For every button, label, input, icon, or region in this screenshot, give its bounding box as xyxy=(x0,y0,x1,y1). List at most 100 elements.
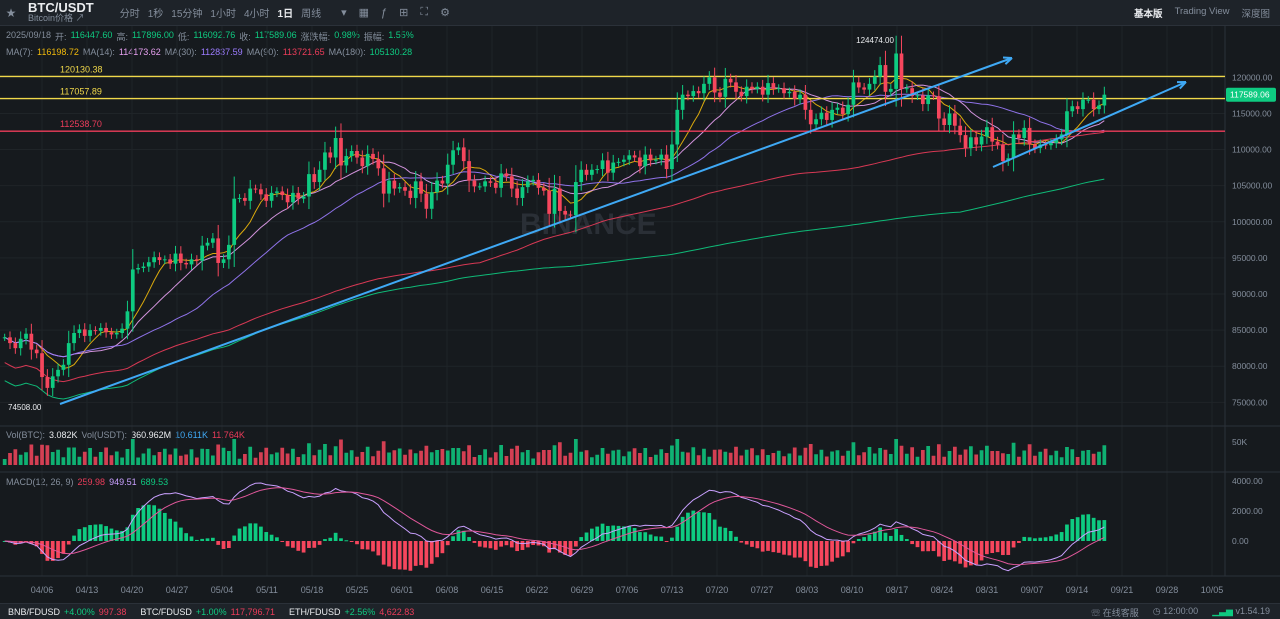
volume-bar xyxy=(237,458,242,465)
tab-view-1[interactable]: Trading View xyxy=(1174,6,1230,17)
macd-hist-bar xyxy=(1038,537,1043,541)
volume-bar xyxy=(904,453,909,465)
volume-bar xyxy=(734,446,738,465)
layout-icon[interactable]: ⊞ xyxy=(399,7,409,19)
volume-bar xyxy=(360,452,365,465)
volume-bar xyxy=(344,452,349,465)
candle-body xyxy=(381,168,386,194)
volume-bar xyxy=(1011,442,1016,465)
candle-body xyxy=(654,159,658,161)
volume-bar xyxy=(1054,450,1059,465)
star-icon[interactable]: ★ xyxy=(5,5,17,20)
candle-body xyxy=(766,83,770,95)
ticker-symbol-0[interactable]: BNB/FDUSD xyxy=(8,606,61,617)
macd-hist-bar xyxy=(141,505,146,541)
grid-icon[interactable]: ▦ xyxy=(358,7,370,19)
vol-usdt-label: Vol(USDT): xyxy=(81,430,128,440)
candle-body xyxy=(88,330,92,336)
candle-body xyxy=(792,91,797,99)
volume-bar xyxy=(856,455,861,465)
symbol-name[interactable]: BTC/USDT xyxy=(28,0,94,15)
macd-hist-bar xyxy=(88,525,92,541)
symbol-subtitle[interactable]: Bitcoin价格 ↗ xyxy=(28,12,85,23)
candle-body xyxy=(248,188,253,201)
x-tick-label: 07/13 xyxy=(661,585,684,595)
price-chart[interactable]: 04/06 04/13 04/20 04/27 05/04 05/11 05/18 05/25… xyxy=(0,26,1280,603)
volume-bar xyxy=(120,457,124,465)
volume-bar xyxy=(157,452,162,465)
volume-bar xyxy=(798,455,802,465)
tab-timeframe-0[interactable]: 分时 xyxy=(119,9,140,20)
volume-bar xyxy=(675,439,680,465)
x-tick-label: 08/24 xyxy=(931,585,954,595)
macd-hist-bar xyxy=(397,541,402,570)
ticker-symbol-1[interactable]: BTC/FDUSD xyxy=(140,606,192,617)
x-tick-label: 09/07 xyxy=(1021,585,1044,595)
candle-body xyxy=(50,376,55,388)
volume-bar xyxy=(216,444,221,465)
ticker-symbol-2[interactable]: ETH/FDUSD xyxy=(289,606,341,617)
volume-bar xyxy=(536,452,541,465)
status-online[interactable]: ☏ 在线客服 xyxy=(1091,608,1139,618)
tab-timeframe-1[interactable]: 1秒 xyxy=(147,9,164,20)
volume-bar xyxy=(707,456,712,465)
candle-body xyxy=(910,88,915,97)
macd-hist-bar xyxy=(936,541,941,557)
volume-bar xyxy=(24,452,28,465)
volume-bar xyxy=(178,455,183,465)
macd-hist-bar xyxy=(248,523,253,541)
candle-body xyxy=(227,244,231,260)
volume-bar xyxy=(808,444,813,465)
volume-bar xyxy=(387,452,391,465)
volume-bar xyxy=(477,455,482,465)
volume-bar xyxy=(162,448,167,465)
tab-view-2[interactable]: 深度图 xyxy=(1241,9,1270,20)
dropdown-icon[interactable]: ▾ xyxy=(341,7,347,19)
volume-bar xyxy=(371,456,375,465)
tab-view-0[interactable]: 基本版 xyxy=(1134,9,1163,20)
macd-hist-bar xyxy=(867,534,872,541)
candle-body xyxy=(194,259,199,261)
gear-icon[interactable]: ⚙ xyxy=(440,7,450,19)
macd-hist-bar xyxy=(472,541,477,543)
headset-icon: ☏ xyxy=(1091,608,1101,618)
candle-body xyxy=(798,94,802,99)
change-value: 0.98% xyxy=(334,30,360,40)
tab-timeframe-4[interactable]: 4小时 xyxy=(243,9,270,20)
macd-hist-bar xyxy=(525,541,530,548)
volume-bar xyxy=(194,457,199,465)
candle-body xyxy=(376,158,381,169)
volume-bar xyxy=(995,451,1000,465)
macd-hist-bar xyxy=(40,541,44,554)
candle-body xyxy=(579,169,584,183)
volume-bar xyxy=(872,453,877,465)
macd-hist-bar xyxy=(1054,534,1059,541)
macd-hist-bar xyxy=(61,541,66,554)
candle-body xyxy=(664,154,669,170)
open-value: 116447.60 xyxy=(70,30,113,40)
low-value: 116092.76 xyxy=(193,30,236,40)
symbol-block[interactable]: BTC/USDT Bitcoin价格 ↗ xyxy=(28,0,94,24)
tab-timeframe-3[interactable]: 1小时 xyxy=(210,9,236,20)
indicator-icon[interactable]: ƒ xyxy=(381,6,388,19)
volume-bar xyxy=(200,448,205,465)
candle-body xyxy=(952,113,957,126)
tab-timeframe-5[interactable]: 1日 xyxy=(277,9,294,20)
volume-bar xyxy=(696,455,701,465)
volume-bar xyxy=(483,449,487,465)
candle-body xyxy=(616,161,621,163)
candle-body xyxy=(846,104,850,115)
tab-timeframe-6[interactable]: 周线 xyxy=(301,9,322,20)
tab-timeframe-2[interactable]: 15分钟 xyxy=(171,9,203,20)
candle-body xyxy=(34,349,39,354)
macd-info: MACD(12, 26, 9) 259.98 949.51 689.53 xyxy=(6,477,168,487)
candle-body xyxy=(899,53,904,89)
macd-hist-bar xyxy=(445,541,450,546)
fullscreen-icon[interactable]: ⛶ xyxy=(420,6,429,18)
volume-bar xyxy=(381,441,386,465)
ticker-price-2: 4,622.83 xyxy=(379,606,415,617)
macd-hist-bar xyxy=(403,541,407,570)
volume-bar xyxy=(189,449,194,465)
macd-hist-bar xyxy=(392,541,397,570)
ticker-change-2: +2.56% xyxy=(344,606,376,617)
